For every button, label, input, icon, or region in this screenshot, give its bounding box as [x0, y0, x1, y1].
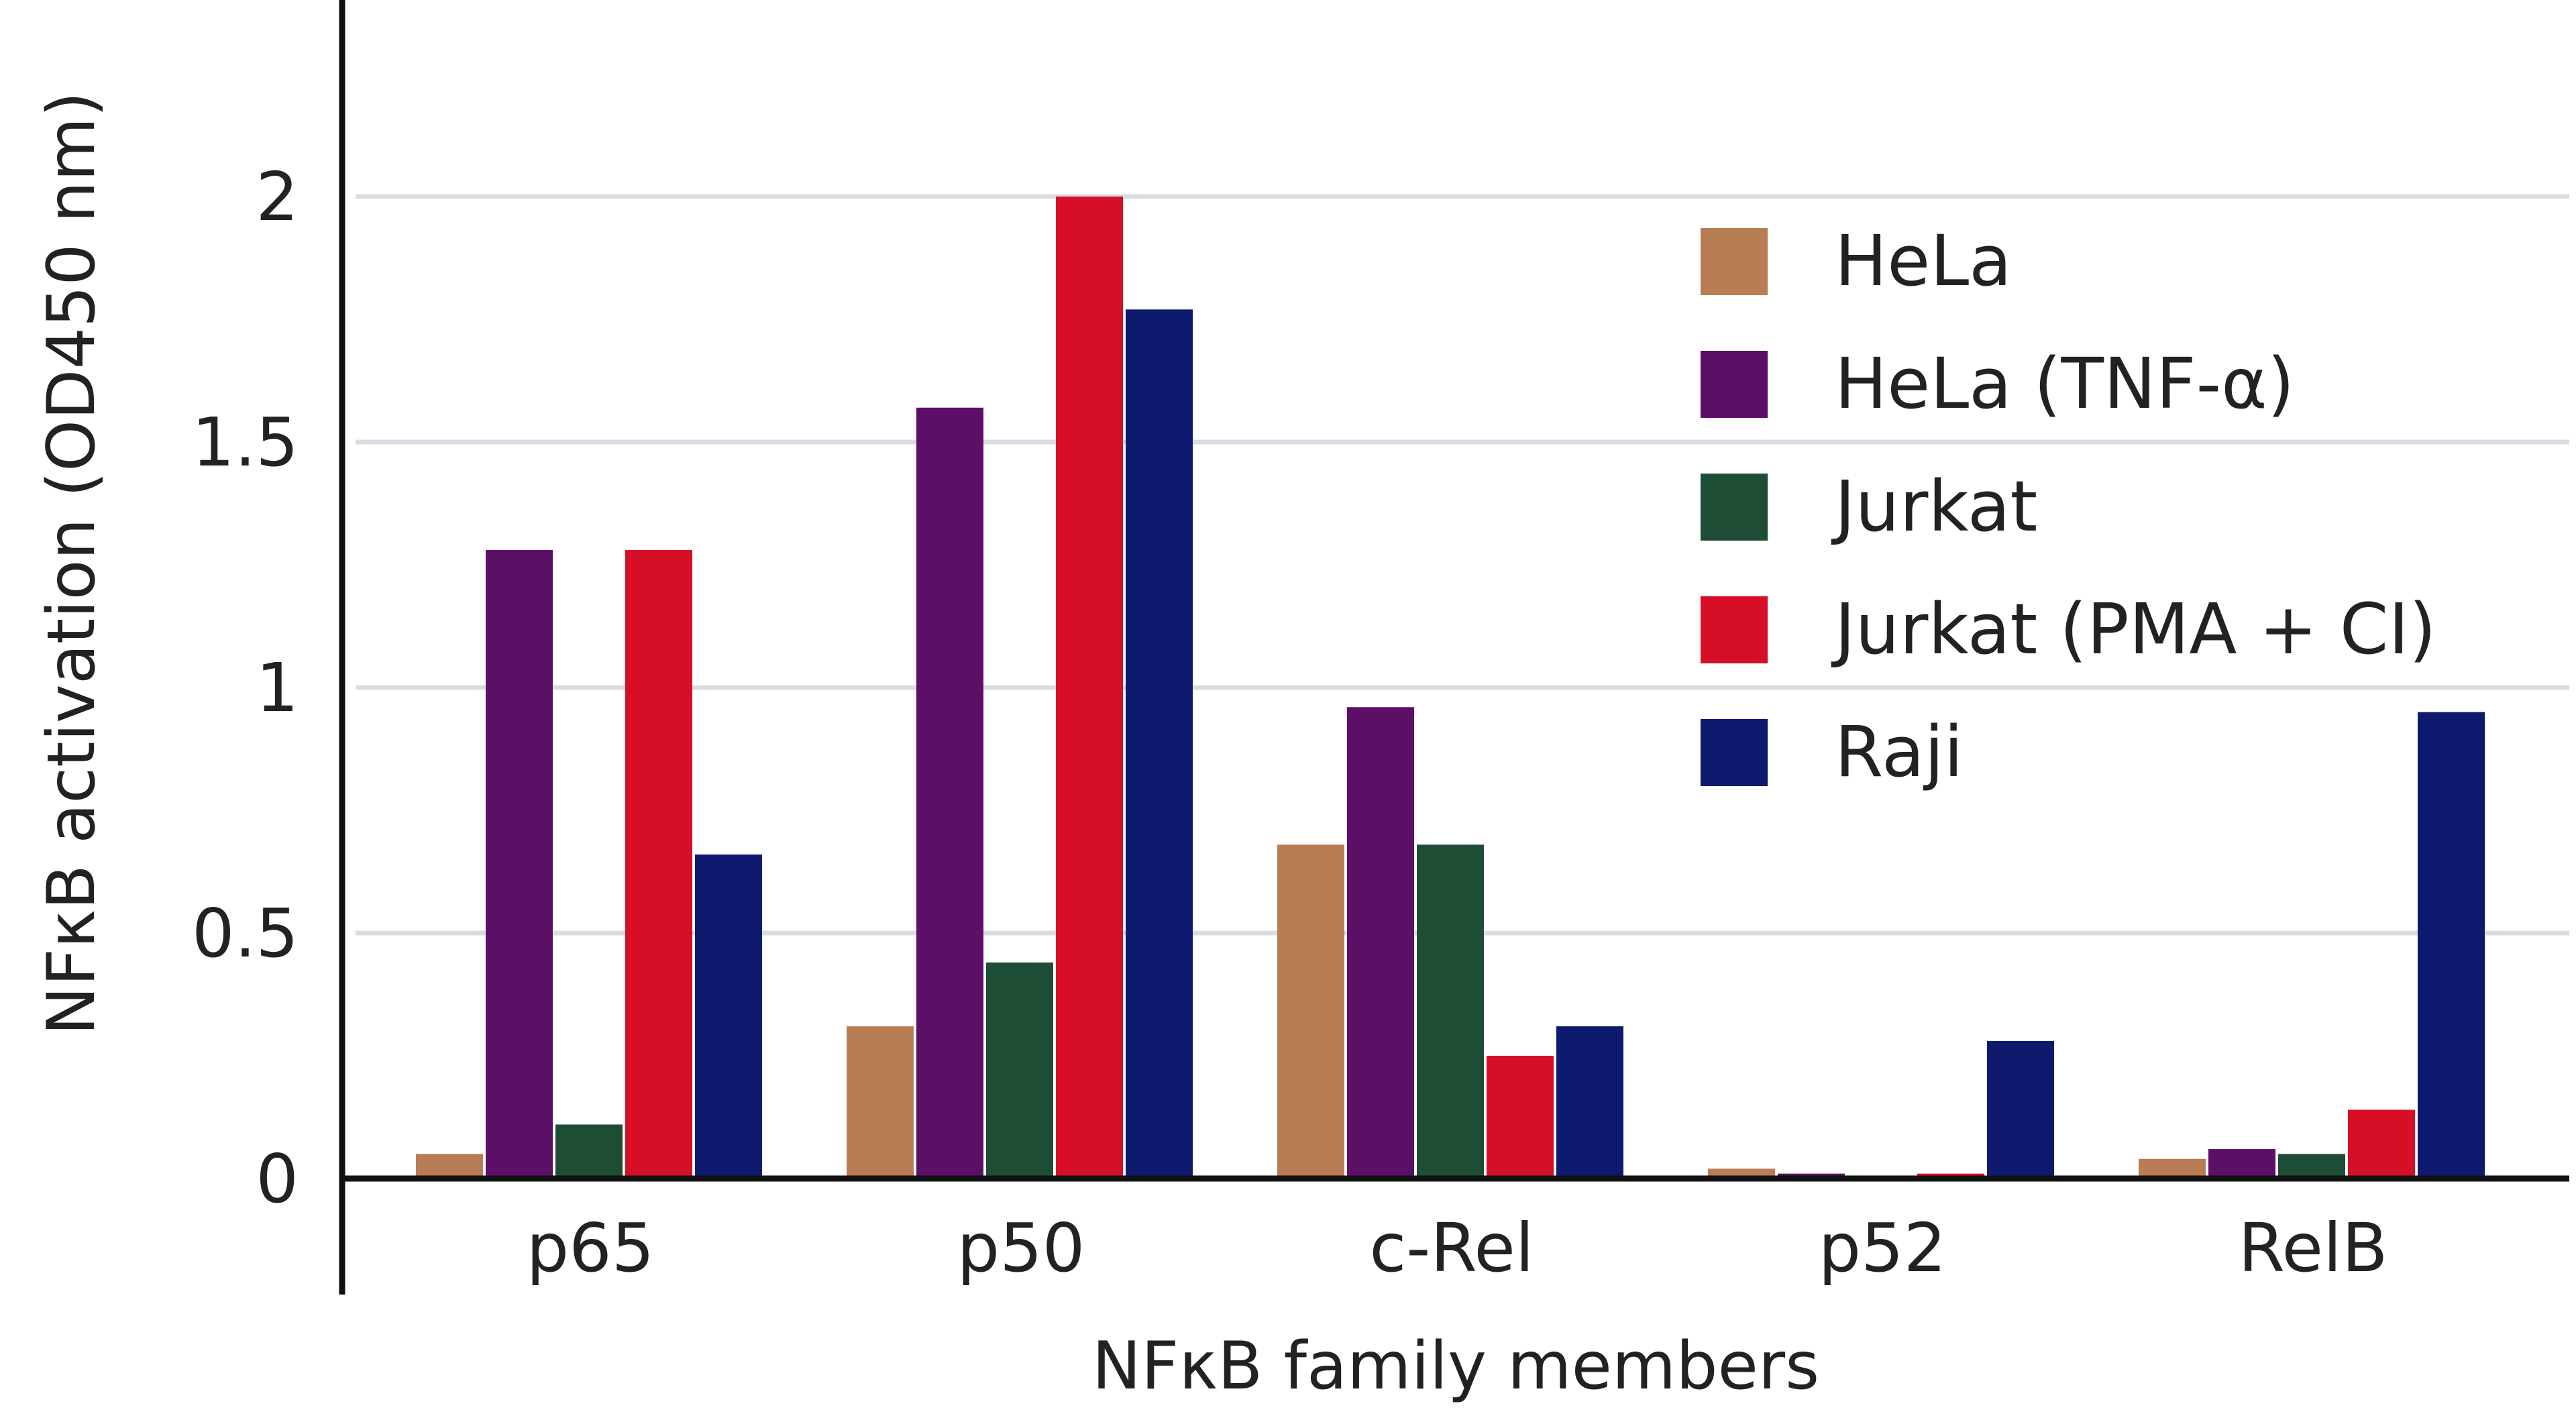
- x-tick-label: p50: [957, 1209, 1085, 1287]
- x-tick-label: p52: [1819, 1209, 1947, 1287]
- legend: HeLa HeLa (TNF-α) Jurkat Jurkat (PMA + CI) R…: [1701, 220, 2436, 793]
- bar: [625, 550, 692, 1179]
- bar: [1126, 309, 1193, 1179]
- bar: [1987, 1041, 2054, 1179]
- y-axis-title: NFκB activation (OD450 nm): [34, 91, 110, 1035]
- bar: [416, 1154, 483, 1179]
- bar: [1347, 707, 1414, 1179]
- x-tick-labels: p65 p50 c-Rel p52 RelB: [527, 1209, 2388, 1287]
- bar: [695, 854, 762, 1179]
- y-tick-labels: 0 0.5 1 1.5 2: [192, 158, 299, 1218]
- bar: [916, 407, 983, 1179]
- y-tick-label: 0.5: [192, 894, 299, 973]
- legend-swatch: [1701, 474, 1768, 541]
- bar: [2418, 712, 2485, 1179]
- legend-label: Raji: [1835, 711, 1964, 793]
- y-tick-label: 1.5: [192, 403, 299, 482]
- bar: [555, 1124, 623, 1179]
- x-axis-title: NFκB family members: [1092, 1328, 1820, 1405]
- bar: [986, 962, 1053, 1179]
- bar: [2278, 1154, 2345, 1179]
- bar: [2208, 1149, 2275, 1179]
- bar: [1417, 844, 1484, 1179]
- bar: [1556, 1026, 1623, 1179]
- bar: [2139, 1158, 2206, 1179]
- bar: [2348, 1109, 2415, 1179]
- legend-swatch: [1701, 228, 1768, 295]
- bar: [847, 1026, 914, 1179]
- x-tick-label: RelB: [2239, 1209, 2388, 1287]
- x-tick-label: p65: [527, 1209, 655, 1287]
- legend-label: HeLa: [1835, 220, 2012, 302]
- legend-label: Jurkat (PMA + CI): [1831, 588, 2436, 670]
- bar: [486, 550, 553, 1179]
- legend-swatch: [1701, 351, 1768, 418]
- x-tick-label: c-Rel: [1369, 1209, 1534, 1287]
- bar: [1277, 844, 1344, 1179]
- y-tick-label: 2: [256, 158, 299, 236]
- legend-label: Jurkat: [1831, 466, 2037, 547]
- bars: [416, 197, 2485, 1179]
- y-tick-label: 0: [256, 1140, 299, 1218]
- bar: [1056, 197, 1123, 1179]
- legend-label: HeLa (TNF-α): [1835, 343, 2294, 425]
- bar: [1487, 1056, 1554, 1179]
- y-tick-label: 1: [256, 649, 299, 727]
- legend-swatch: [1701, 719, 1768, 786]
- legend-swatch: [1701, 596, 1768, 663]
